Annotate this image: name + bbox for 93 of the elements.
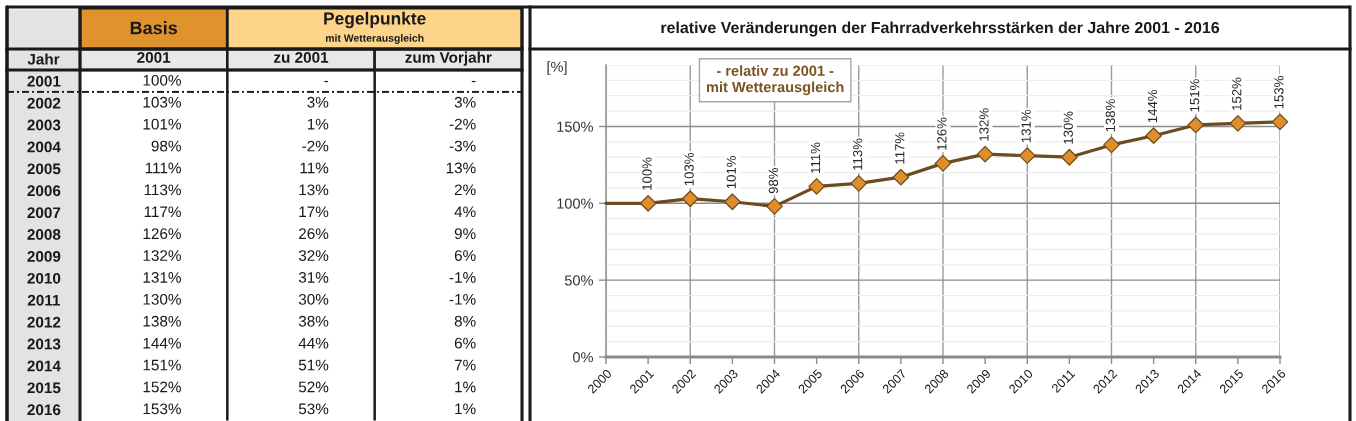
text: 9% <box>454 228 476 240</box>
y-tick-label: 2005 <box>27 163 61 175</box>
y-tick-label: 2004 <box>27 141 61 153</box>
data-label: 117% <box>895 132 905 164</box>
y-tick-label: 2001 <box>27 75 61 87</box>
text: 103% <box>143 96 181 108</box>
text: 30% <box>298 293 329 305</box>
text: 38% <box>298 315 329 327</box>
y-tick-label: 2003 <box>27 119 61 131</box>
data-label: 111% <box>810 142 821 173</box>
y-axis-title: [%] <box>547 61 567 75</box>
x-tick-label: zu 2001 <box>274 52 329 63</box>
text: 13% <box>299 184 329 196</box>
text: 113% <box>144 184 181 196</box>
text: Basis <box>130 21 178 35</box>
text: -1% <box>449 272 476 283</box>
text: 11% <box>300 162 329 174</box>
text: 6% <box>454 337 476 349</box>
text: 151% <box>143 359 181 371</box>
text: Pegelpunkte <box>324 11 426 29</box>
text: 144% <box>143 337 181 349</box>
text: -1% <box>449 293 476 305</box>
text: -2% <box>302 140 329 152</box>
text: 53% <box>298 403 329 415</box>
text: 132% <box>143 250 181 261</box>
y-tick-label: 0% <box>572 352 593 363</box>
text: 130% <box>143 293 181 305</box>
text: 17% <box>299 206 329 218</box>
y-tick-label: 2010 <box>27 272 61 284</box>
data-label: 100% <box>642 157 652 190</box>
y-tick-label: 50% <box>564 275 593 286</box>
text: 153% <box>143 403 181 415</box>
text: 8% <box>454 315 476 327</box>
data-label: 132% <box>979 108 989 141</box>
annotation: - relativ zu 2001 - mit Wetterausgleich <box>706 65 844 96</box>
data-label: 113% <box>852 138 863 170</box>
text: 44% <box>298 337 329 349</box>
y-tick-label: 2011 <box>27 294 61 306</box>
y-tick-label: 2008 <box>27 229 61 240</box>
y-tick-label: 100% <box>557 198 593 209</box>
y-tick-label: 150% <box>557 121 593 132</box>
text: 1% <box>307 118 329 130</box>
text: 101% <box>143 118 181 130</box>
data-label: 153% <box>1274 76 1284 109</box>
text: 117% <box>144 206 181 218</box>
data-label: 101% <box>726 156 736 189</box>
text: 126% <box>143 228 181 240</box>
data-label: 144% <box>1147 89 1158 123</box>
text: 138% <box>143 315 181 327</box>
text: 1% <box>455 403 476 415</box>
text: 152% <box>143 381 181 393</box>
text: 1% <box>455 381 476 393</box>
text: mit Wetterausgleich <box>325 34 424 44</box>
text: 4% <box>454 206 476 218</box>
text: 131% <box>143 272 181 283</box>
text: -3% <box>449 140 476 152</box>
y-tick-label: 2009 <box>27 251 61 262</box>
text: 7% <box>454 359 476 371</box>
y-tick-label: 2013 <box>27 338 61 350</box>
y-tick-label: 2007 <box>27 207 61 219</box>
data-label: 126% <box>937 117 947 150</box>
y-tick-label: 2002 <box>27 97 61 109</box>
data-label: 152% <box>1232 77 1242 110</box>
text: 52% <box>298 381 329 393</box>
data-label: 131% <box>1021 109 1031 143</box>
text: -2% <box>449 118 476 130</box>
x-tick-label: 2001 <box>137 52 171 63</box>
text: 6% <box>454 250 476 261</box>
chart-title: relative Veränderungen der Fahrradverkehrsstärken der Jahre 2001 - 2016 <box>661 21 1220 37</box>
text: 13% <box>446 162 476 174</box>
data-label: 151% <box>1190 79 1200 112</box>
data-label: 130% <box>1063 111 1073 144</box>
text: 51% <box>298 359 329 371</box>
y-axis-title: Jahr <box>27 53 60 65</box>
text: - <box>324 80 329 83</box>
text: 3% <box>454 96 476 108</box>
data-label: 98% <box>768 167 779 194</box>
y-tick-label: 2006 <box>27 185 61 197</box>
x-tick-label: zum Vorjahr <box>405 51 492 66</box>
text: 111% <box>145 162 181 174</box>
y-tick-label: 2016 <box>27 404 61 416</box>
text: 26% <box>299 228 329 240</box>
text: 98% <box>151 140 181 152</box>
data-label: 103% <box>684 152 694 186</box>
text: 32% <box>298 250 329 261</box>
text: 3% <box>307 96 329 108</box>
y-tick-label: 2012 <box>27 316 61 328</box>
y-tick-label: 2014 <box>27 360 61 372</box>
data-label: 138% <box>1105 99 1116 132</box>
text: 100% <box>143 74 181 86</box>
text: - <box>471 80 476 83</box>
text: 31% <box>298 272 329 283</box>
text: 2% <box>454 184 476 196</box>
